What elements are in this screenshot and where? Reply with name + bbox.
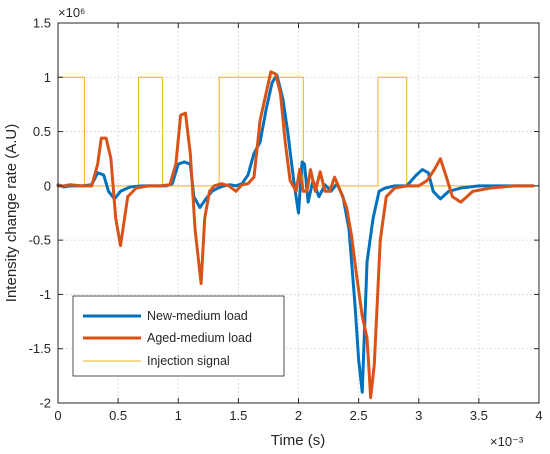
y-tick-label: 1.5	[33, 16, 51, 31]
y-tick-label: 0	[44, 178, 51, 193]
series-layer	[56, 70, 540, 400]
y-tick-label: -2	[39, 396, 51, 411]
x-tick-label: 2	[295, 408, 302, 423]
x-tick-label: 2.5	[350, 408, 368, 423]
x-tick-label: 0.5	[109, 408, 127, 423]
y-axis-exponent: ×10⁶	[58, 5, 85, 20]
y-tick-label: -0.5	[29, 233, 51, 248]
x-tick-label: 1	[175, 408, 182, 423]
x-tick-label: 0	[54, 408, 61, 423]
x-axis-exponent: ×10⁻³	[490, 434, 524, 449]
x-tick-label: 1.5	[229, 408, 247, 423]
x-axis-label: Time (s)	[271, 432, 325, 449]
y-tick-label: 1	[44, 70, 51, 85]
axis-ticks: 0 0.5 1 1.5 2 2.5 3 3.5 4 -2 -1.5 -1 -0.5 0 0.5 1 1.5	[29, 16, 543, 424]
legend-label-new-medium: New-medium load	[147, 309, 248, 323]
y-tick-label: 0.5	[33, 124, 51, 139]
y-tick-label: -1.5	[29, 341, 51, 356]
legend-box	[72, 295, 285, 377]
legend-label-injection: Injection signal	[147, 354, 230, 368]
legend: New-medium load Aged-medium load Injecti…	[72, 295, 285, 377]
x-tick-label: 3	[415, 408, 422, 423]
x-tick-label: 3.5	[470, 408, 488, 423]
y-axis-label: Intensity change rate (A.U)	[3, 124, 20, 302]
legend-label-aged-medium: Aged-medium load	[147, 331, 252, 345]
y-tick-label: -1	[39, 287, 51, 302]
x-tick-label: 4	[535, 408, 542, 423]
series-line-aged-medium-load	[56, 70, 535, 400]
